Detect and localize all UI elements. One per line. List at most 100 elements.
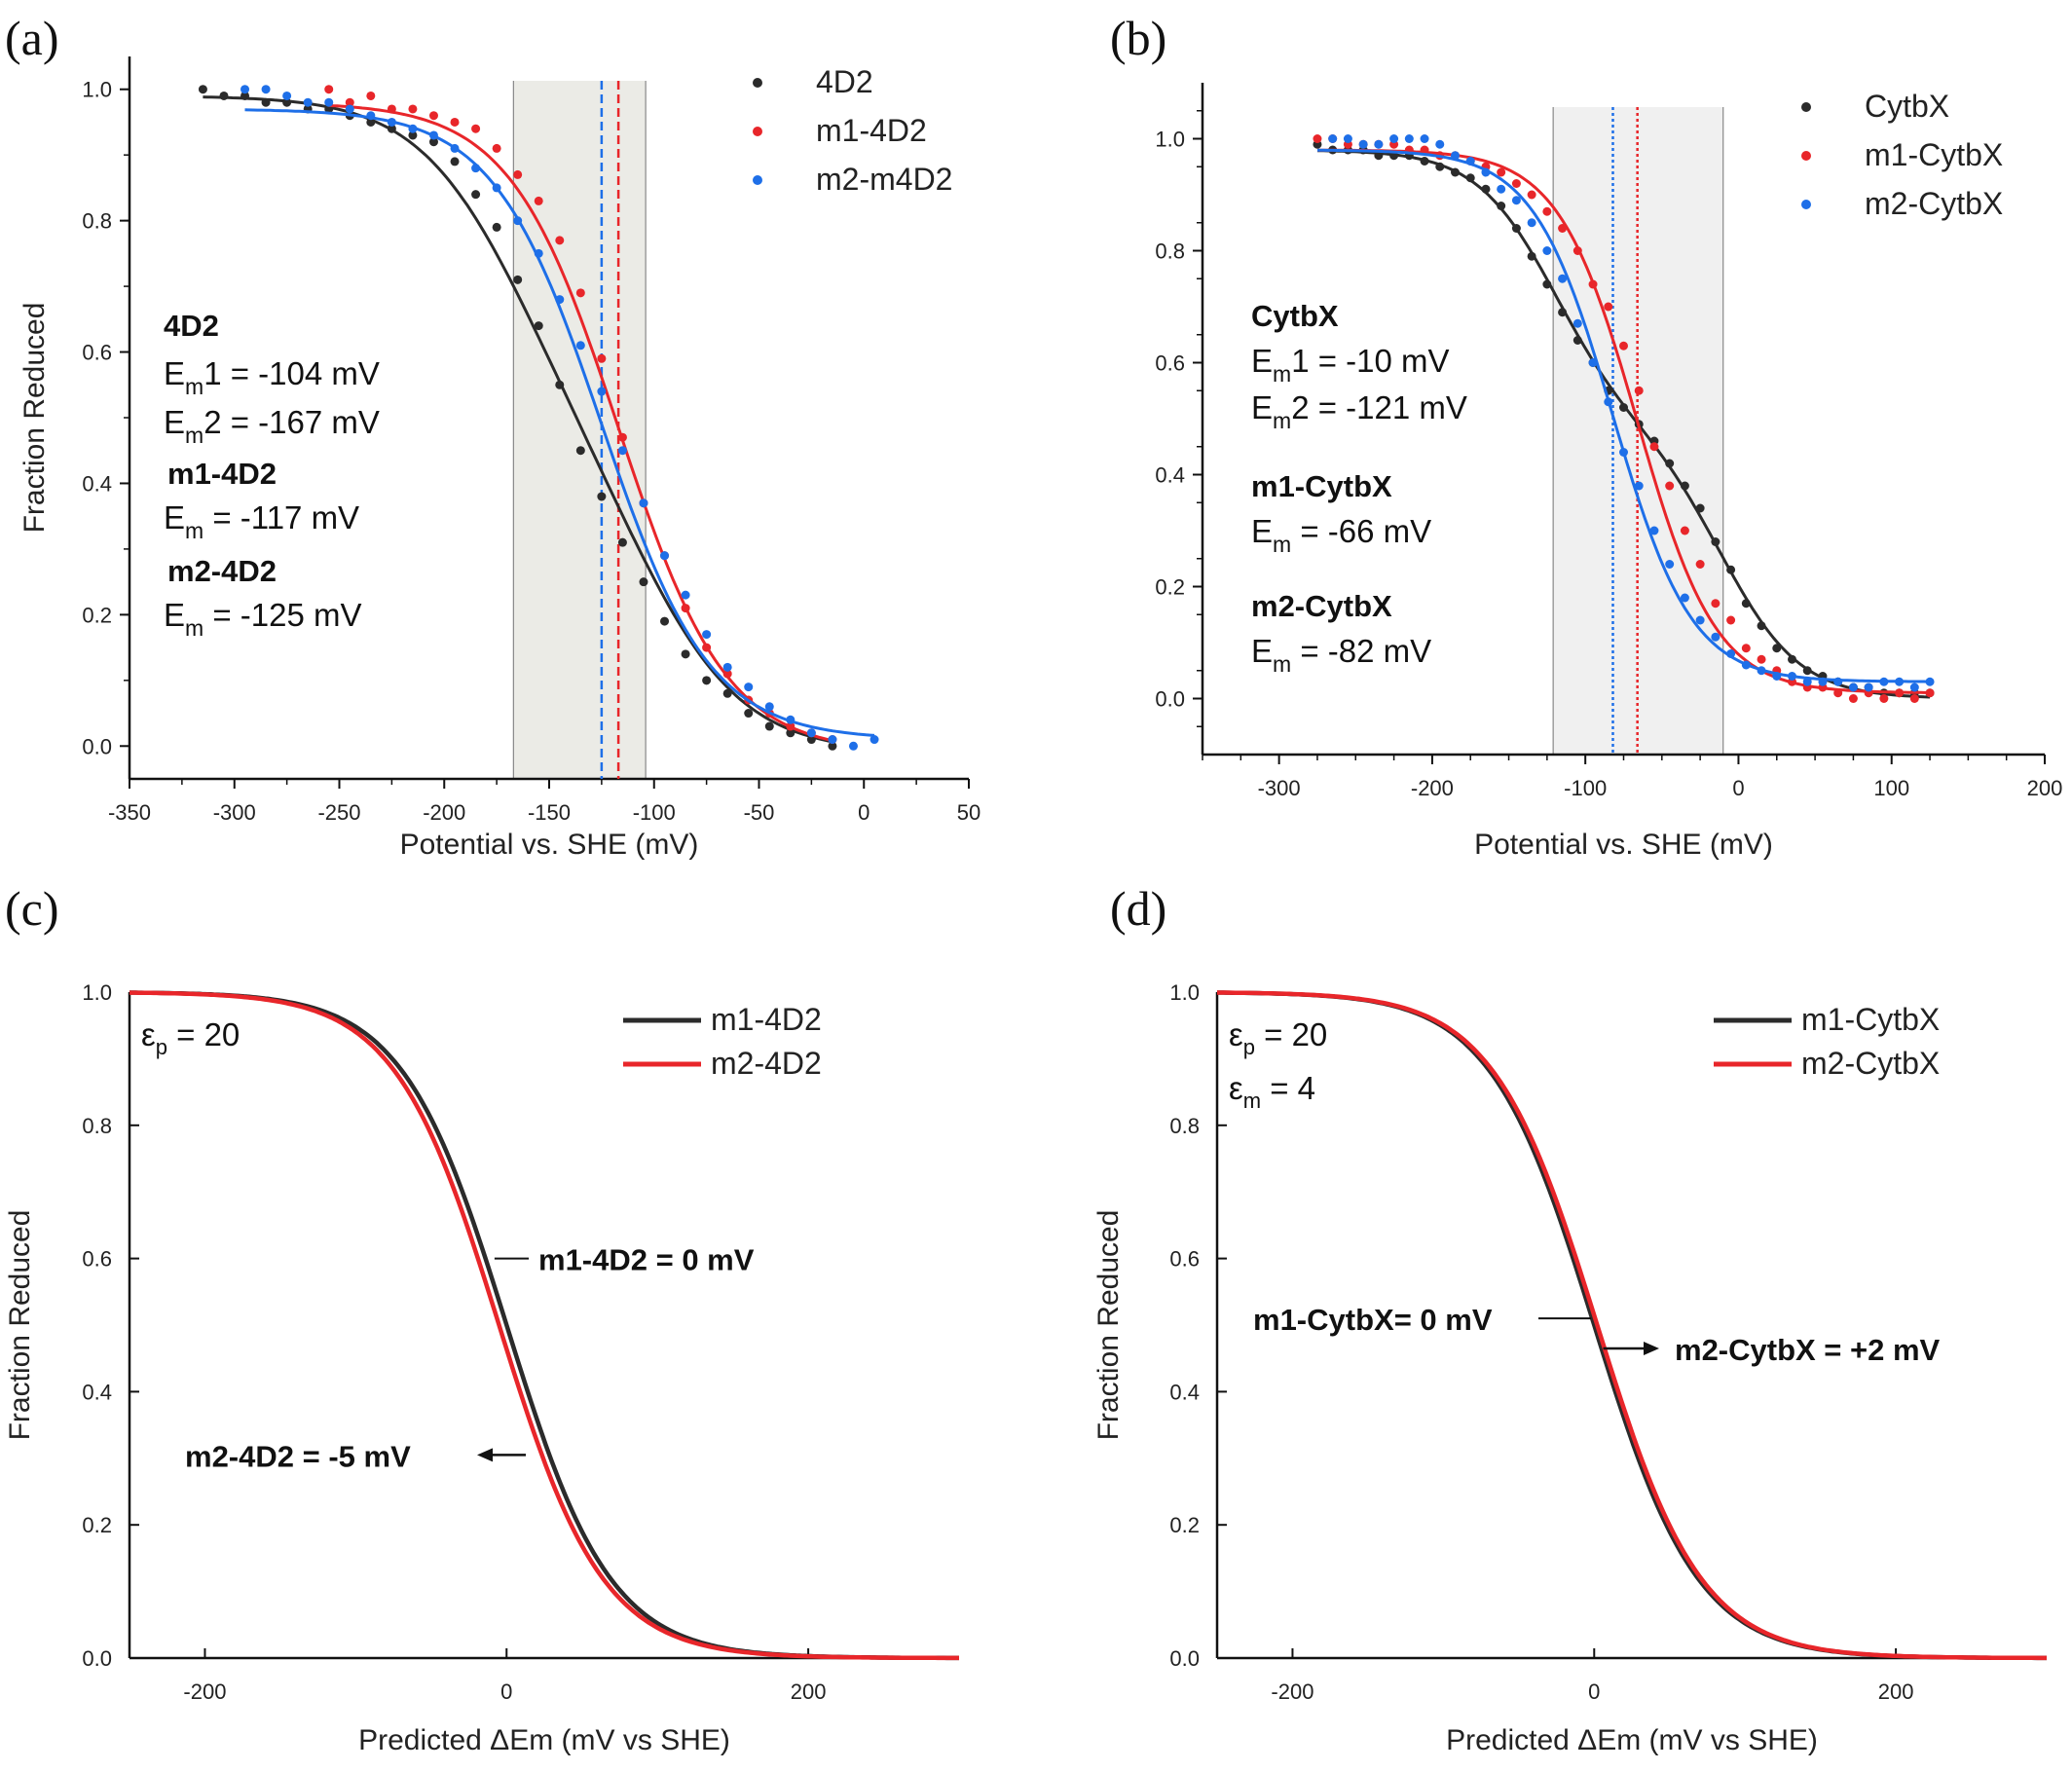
data-point-4D2 bbox=[219, 91, 229, 100]
data-point-4D2 bbox=[617, 537, 627, 547]
data-point-m1-CytbX bbox=[1420, 145, 1429, 155]
data-point-m1-CytbX bbox=[1909, 694, 1919, 703]
data-point-4D2 bbox=[428, 137, 438, 147]
panel-label: (b) bbox=[1110, 11, 1166, 65]
data-point-m2-CytbX bbox=[1343, 134, 1352, 143]
data-point-m2-m4D2 bbox=[261, 85, 271, 94]
panel-d: (d) -200 0 200 0.0 0.2 0.4 0.6 0.8 1.0 Predicted Δ… bbox=[1092, 881, 2047, 1756]
y-tick-label: 0.2 bbox=[82, 603, 112, 627]
data-point-4D2 bbox=[240, 91, 250, 100]
x-tick-label: -250 bbox=[317, 800, 360, 825]
y-tick-label: 0.6 bbox=[1169, 1247, 1200, 1272]
data-point-m2-CytbX bbox=[1604, 397, 1613, 407]
data-point-CytbX bbox=[1680, 481, 1689, 491]
data-point-CytbX bbox=[1497, 202, 1506, 210]
legend-label: m1-CytbX bbox=[1801, 1002, 1940, 1037]
x-tick-label: 0 bbox=[500, 1679, 512, 1704]
data-point-CytbX bbox=[1757, 621, 1766, 631]
data-point-m2-CytbX bbox=[1757, 666, 1766, 676]
data-point-m2-CytbX bbox=[1451, 151, 1460, 161]
arrow-head-icon bbox=[1644, 1341, 1659, 1355]
data-point-m1-4D2 bbox=[597, 353, 607, 363]
x-tick-label: -200 bbox=[1271, 1679, 1314, 1704]
data-point-4D2 bbox=[555, 380, 565, 389]
data-point-4D2 bbox=[366, 117, 376, 127]
data-point-CytbX bbox=[1572, 336, 1582, 345]
data-point-CytbX bbox=[1465, 173, 1475, 183]
curve-m2-4D2 bbox=[130, 990, 959, 1661]
y-tick-label: 0.8 bbox=[82, 1114, 112, 1138]
data-point-m2-CytbX bbox=[1833, 677, 1843, 686]
y-tick-label: 0.2 bbox=[1169, 1513, 1200, 1537]
data-point-m2-m4D2 bbox=[387, 117, 396, 127]
data-point-m1-4D2 bbox=[324, 85, 334, 94]
data-point-m2-CytbX bbox=[1848, 683, 1858, 692]
data-point-m2-CytbX bbox=[1619, 448, 1628, 457]
data-point-m2-CytbX bbox=[1879, 677, 1889, 686]
data-point-m2-m4D2 bbox=[617, 446, 627, 456]
data-point-m2-m4D2 bbox=[702, 630, 712, 640]
data-point-4D2 bbox=[702, 676, 712, 685]
x-axis-label: Potential vs. SHE (mV) bbox=[1474, 829, 1773, 861]
epsilon-label: εm = 4 bbox=[1229, 1070, 1315, 1113]
x-tick-label: -150 bbox=[528, 800, 571, 825]
data-point-m2-m4D2 bbox=[828, 735, 837, 745]
data-point-m2-CytbX bbox=[1895, 677, 1905, 686]
y-axis-label: Fraction Reduced bbox=[4, 1210, 36, 1441]
x-tick-label: 0 bbox=[1588, 1679, 1600, 1704]
data-point-m2-m4D2 bbox=[764, 702, 774, 712]
panel-label: (a) bbox=[5, 11, 59, 65]
y-tick-label: 0.0 bbox=[1155, 687, 1185, 712]
legend-label: m1-4D2 bbox=[711, 1002, 822, 1037]
data-point-4D2 bbox=[681, 649, 690, 659]
data-point-m2-m4D2 bbox=[848, 741, 858, 751]
annotation-em: Em = -125 mV bbox=[164, 597, 362, 641]
data-point-m2-CytbX bbox=[1772, 672, 1782, 681]
data-point-m1-4D2 bbox=[555, 236, 565, 245]
y-tick-label: 1.0 bbox=[82, 980, 112, 1005]
annotation-em: Em1 = -104 mV bbox=[164, 355, 380, 399]
y-tick-label: 1.0 bbox=[1155, 128, 1185, 152]
data-point-m2-m4D2 bbox=[324, 97, 334, 107]
data-point-4D2 bbox=[261, 97, 271, 107]
annotation-title: CytbX bbox=[1251, 299, 1339, 333]
annotation-em: Em1 = -10 mV bbox=[1251, 343, 1450, 387]
data-point-m1-4D2 bbox=[428, 111, 438, 121]
x-tick-label: 50 bbox=[957, 800, 980, 825]
data-point-CytbX bbox=[1619, 403, 1628, 412]
data-point-m2-m4D2 bbox=[722, 662, 732, 672]
annotation-em: Em = -117 mV bbox=[164, 499, 359, 543]
x-tick-label: -300 bbox=[213, 800, 256, 825]
y-tick-label: 0.4 bbox=[1155, 463, 1185, 488]
data-point-m2-CytbX bbox=[1374, 139, 1384, 149]
data-point-m2-CytbX bbox=[1435, 139, 1445, 149]
data-point-m1-4D2 bbox=[345, 97, 354, 107]
y-tick-label: 1.0 bbox=[82, 78, 112, 102]
data-point-m2-CytbX bbox=[1864, 683, 1873, 692]
annotation-title: m1-4D2 bbox=[167, 457, 277, 491]
data-point-m2-m4D2 bbox=[450, 143, 460, 153]
data-point-4D2 bbox=[198, 85, 207, 94]
data-point-m2-m4D2 bbox=[513, 216, 523, 226]
panel-b: (b) -300 -200 -100 0 100 200 0.0 0.2 0.4 0.6 0.8 1.0… bbox=[1110, 11, 2062, 861]
x-axis-label: Predicted ΔEm (mV vs SHE) bbox=[358, 1724, 730, 1756]
data-point-m1-4D2 bbox=[681, 604, 690, 613]
data-point-m1-CytbX bbox=[1680, 526, 1689, 535]
y-tick-label: 0.6 bbox=[82, 1247, 112, 1272]
data-point-m1-4D2 bbox=[492, 143, 501, 153]
data-point-m2-CytbX bbox=[1588, 358, 1598, 367]
data-point-CytbX bbox=[1802, 666, 1812, 676]
data-point-m2-m4D2 bbox=[345, 104, 354, 114]
data-point-m2-CytbX bbox=[1634, 481, 1644, 491]
data-point-m2-CytbX bbox=[1695, 615, 1705, 625]
y-tick-label: 0.4 bbox=[82, 471, 112, 496]
data-point-m1-CytbX bbox=[1833, 688, 1843, 698]
data-point-m1-4D2 bbox=[534, 196, 543, 205]
data-point-m1-4D2 bbox=[366, 91, 376, 100]
data-point-m2-CytbX bbox=[1481, 167, 1491, 177]
data-point-4D2 bbox=[492, 222, 501, 232]
data-point-4D2 bbox=[597, 492, 607, 501]
x-tick-label: -100 bbox=[633, 800, 676, 825]
legend-label: 4D2 bbox=[816, 64, 873, 99]
